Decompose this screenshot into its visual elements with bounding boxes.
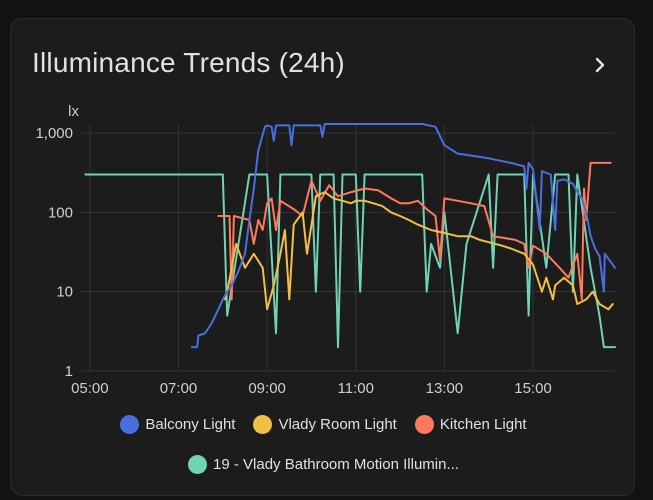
legend-row-1: Balcony Light Vlady Room Light Kitchen L… [11,415,636,434]
x-tick-label: 11:00 [338,380,374,397]
chevron-right-icon[interactable] [588,53,612,77]
y-tick-label: 1,000 [35,125,73,142]
card-title: Illuminance Trends (24h) [32,47,345,78]
legend-label-vlady-room: Vlady Room Light [278,416,397,433]
x-tick-label: 15:00 [514,380,552,397]
series-line-vlady_room [224,191,614,311]
legend-item-balcony[interactable]: Balcony Light [120,415,235,434]
legend-swatch-kitchen [414,415,434,434]
legend-swatch-vlady-room [253,415,273,434]
series-line-kitchen [217,161,612,301]
series-line-bathroom [84,173,616,349]
illuminance-card: Illuminance Trends (24h) 1 10 100 1,000 05:0… [10,18,635,496]
series-line-balcony [190,123,616,349]
x-tick-label: 07:00 [160,380,198,397]
legend-item-vlady-room[interactable]: Vlady Room Light [253,415,397,434]
legend-row-2: 19 - Vlady Bathroom Motion Illumin... [11,455,636,474]
legend-item-bathroom[interactable]: 19 - Vlady Bathroom Motion Illumin... [188,455,459,474]
x-tick-label: 13:00 [426,380,464,397]
illuminance-chart: 1 10 100 1,000 05:00 07:00 09:00 11:00 13:00 15:0… [35,103,616,397]
y-tick-label: 100 [48,204,73,221]
legend-label-kitchen: Kitchen Light [439,416,527,433]
y-tick-label: 10 [56,284,73,301]
legend-item-kitchen[interactable]: Kitchen Light [414,415,527,434]
legend-label-balcony: Balcony Light [145,416,236,433]
x-tick-label: 09:00 [248,380,286,397]
legend-swatch-bathroom [188,455,208,474]
legend-swatch-balcony [120,415,140,434]
y-axis-label: lx [68,103,79,120]
legend-label-bathroom: 19 - Vlady Bathroom Motion Illumin... [213,456,459,473]
y-tick-label: 1 [65,363,73,380]
x-tick-label: 05:00 [71,380,109,397]
